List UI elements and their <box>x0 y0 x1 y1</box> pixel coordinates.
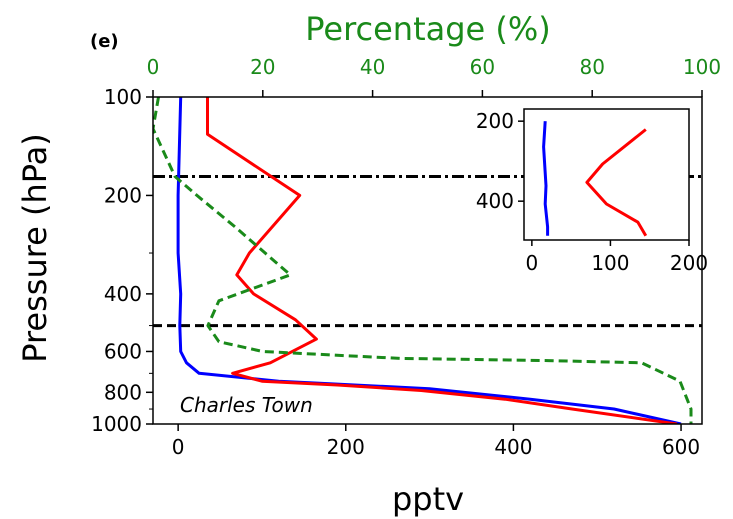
main-plot: 0 200 400 600 0 20 40 60 80 100 100 200 400 600 800 100… <box>91 55 721 459</box>
inset-series-line-2 <box>585 128 648 237</box>
chart-labels: Percentage (%) (e) pptv Pressure (hPa) C… <box>16 10 551 518</box>
inset-plot: 0 100 200 200 400 <box>476 108 708 275</box>
top-x-tick-label: 20 <box>250 55 275 79</box>
y-tick-label: 400 <box>104 282 142 306</box>
panel-label: (e) <box>90 31 119 52</box>
series-line-1 <box>176 97 682 424</box>
inset-y-tick-label: 400 <box>476 189 514 213</box>
y-tick-label: 200 <box>104 183 142 207</box>
top-x-tick-label: 100 <box>683 55 721 79</box>
inset-series-line-1 <box>542 121 550 236</box>
top-x-tick-label: 40 <box>360 55 385 79</box>
location-annotation: Charles Town <box>180 393 313 417</box>
series-line-3 <box>153 97 693 424</box>
top-x-tick-label: 0 <box>147 55 160 79</box>
inset-y-tick-label: 200 <box>476 109 514 133</box>
inset-background <box>524 109 689 240</box>
inset-x-tick-label: 0 <box>525 251 538 275</box>
x-tick-label: 600 <box>662 435 700 459</box>
series-line-2 <box>206 97 678 424</box>
top-x-tick-label: 80 <box>579 55 604 79</box>
x-tick-label: 0 <box>172 435 185 459</box>
y-tick-label: 800 <box>104 380 142 404</box>
inset-x-tick-label: 200 <box>670 251 708 275</box>
plot-frame <box>152 96 703 425</box>
y-tick-label: 1000 <box>91 412 142 436</box>
top-x-tick-label: 60 <box>470 55 495 79</box>
y-tick-label: 100 <box>104 85 142 109</box>
y-tick-label: 600 <box>104 339 142 363</box>
x-tick-label: 400 <box>494 435 532 459</box>
y-axis-title: Pressure (hPa) <box>16 133 54 363</box>
inset-x-tick-label: 100 <box>591 251 629 275</box>
top-axis-title: Percentage (%) <box>305 10 551 48</box>
bottom-axis-title: pptv <box>392 480 464 518</box>
inset-frame <box>523 108 690 241</box>
x-tick-label: 200 <box>327 435 365 459</box>
